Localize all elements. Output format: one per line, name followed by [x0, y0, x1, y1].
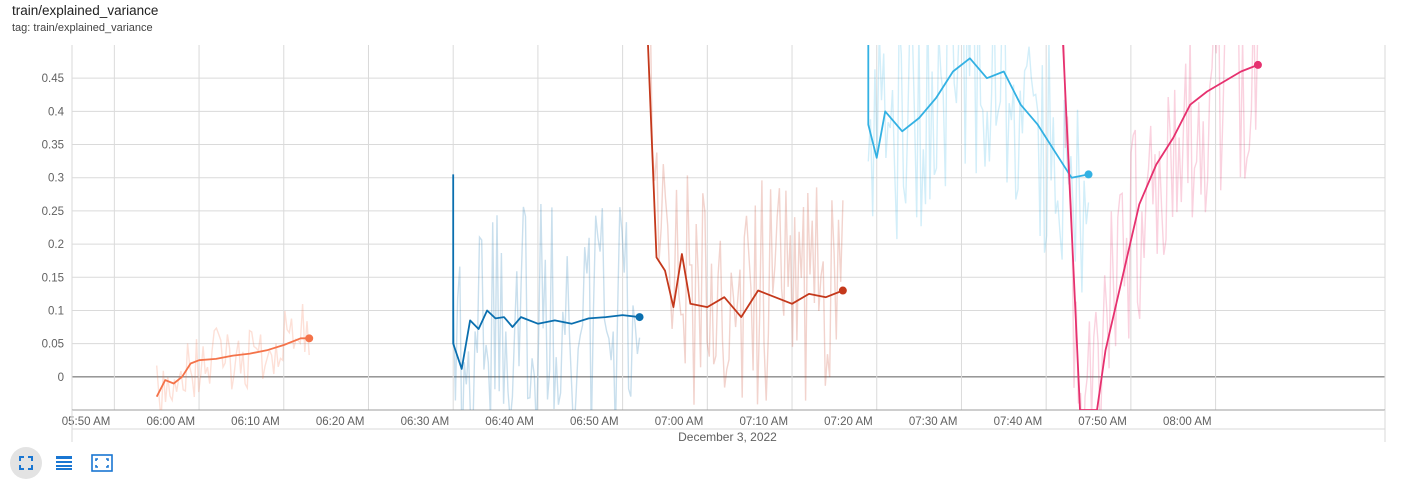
- x-tick-label: 08:00 AM: [1163, 416, 1212, 428]
- fit-to-screen-icon: [19, 456, 33, 470]
- chart-title: train/explained_variance: [12, 3, 159, 18]
- x-tick-label: 07:40 AM: [994, 416, 1043, 428]
- series-end-point[interactable]: [635, 313, 644, 322]
- y-tick-label: 0.1: [48, 305, 64, 317]
- series-raw-line: [650, 45, 844, 405]
- y-tick-label: 0.45: [42, 73, 64, 85]
- fit-to-screen-button[interactable]: [10, 447, 42, 479]
- x-tick-label: 07:10 AM: [739, 416, 788, 428]
- y-tick-label: 0.25: [42, 206, 64, 218]
- series-line[interactable]: [1062, 45, 1259, 410]
- y-tick-label: 0.3: [48, 173, 64, 185]
- series-end-point[interactable]: [305, 334, 314, 343]
- chart-tag-subtitle: tag: train/explained_variance: [12, 22, 153, 34]
- series-end-point[interactable]: [1253, 60, 1262, 69]
- chart-toolbar: [10, 447, 118, 479]
- series-line[interactable]: [452, 174, 640, 370]
- data-table-button[interactable]: [48, 447, 80, 479]
- x-tick-label: 07:30 AM: [909, 416, 958, 428]
- expand-chart-button[interactable]: [86, 447, 118, 479]
- x-tick-label: 06:40 AM: [485, 416, 534, 428]
- series-raw-line: [156, 303, 310, 410]
- series-end-point[interactable]: [1084, 170, 1093, 179]
- series-raw-line: [1063, 45, 1259, 410]
- x-tick-label: 07:20 AM: [824, 416, 873, 428]
- y-tick-label: 0.15: [42, 272, 64, 284]
- x-tick-label: 06:00 AM: [146, 416, 195, 428]
- expand-icon: [91, 454, 113, 472]
- y-tick-label: 0.35: [42, 140, 64, 152]
- series-raw-line: [867, 45, 1090, 293]
- x-tick-label: 06:20 AM: [316, 416, 365, 428]
- series-raw-line: [452, 203, 641, 410]
- x-tick-label: 06:10 AM: [231, 416, 280, 428]
- x-tick-label: 07:00 AM: [655, 416, 704, 428]
- series-line[interactable]: [647, 45, 844, 318]
- x-tick-label: 06:30 AM: [401, 416, 450, 428]
- x-tick-label: 05:50 AM: [62, 416, 111, 428]
- x-axis-date-label: December 3, 2022: [678, 430, 777, 444]
- series-end-point[interactable]: [838, 286, 847, 295]
- data-table-icon: [56, 456, 72, 470]
- y-tick-label: 0.2: [48, 239, 64, 251]
- y-tick-label: 0: [58, 372, 64, 384]
- x-tick-label: 07:50 AM: [1078, 416, 1127, 428]
- y-tick-label: 0.4: [48, 106, 65, 118]
- x-tick-label: 06:50 AM: [570, 416, 619, 428]
- series-line[interactable]: [155, 337, 310, 398]
- series-line[interactable]: [867, 45, 1089, 179]
- y-tick-label: 0.05: [42, 339, 64, 351]
